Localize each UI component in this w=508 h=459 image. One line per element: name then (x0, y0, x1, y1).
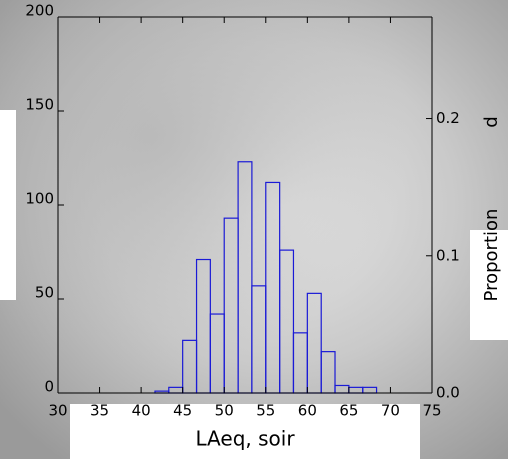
y2-tick-label: 0.0 (436, 384, 460, 402)
y-tick-label: 0 (44, 378, 54, 396)
y-tick-label: 200 (25, 2, 54, 20)
white-patch (0, 110, 16, 300)
y2-axis-label: Proportion (481, 209, 502, 302)
x-tick-label: 65 (339, 402, 358, 420)
y2-tick-label: 0.1 (436, 246, 460, 264)
x-tick-label: 50 (215, 402, 234, 420)
x-tick-label: 35 (90, 402, 109, 420)
y-tick-label: 50 (35, 284, 54, 302)
x-tick-label: 30 (48, 402, 67, 420)
y-tick-label: 150 (25, 96, 54, 114)
x-tick-label: 70 (381, 402, 400, 420)
x-tick-label: 75 (422, 402, 441, 420)
y-tick-label: 100 (25, 190, 54, 208)
x-tick-label: 55 (256, 402, 275, 420)
x-label-box (70, 404, 420, 459)
y2-tick-label: 0.2 (436, 109, 460, 127)
annotation: p (482, 116, 503, 127)
x-tick-label: 60 (298, 402, 317, 420)
x-tick-label: 40 (132, 402, 151, 420)
x-tick-label: 45 (173, 402, 192, 420)
white-patch (470, 230, 508, 340)
x-axis-label: LAeq, soir (195, 427, 295, 451)
